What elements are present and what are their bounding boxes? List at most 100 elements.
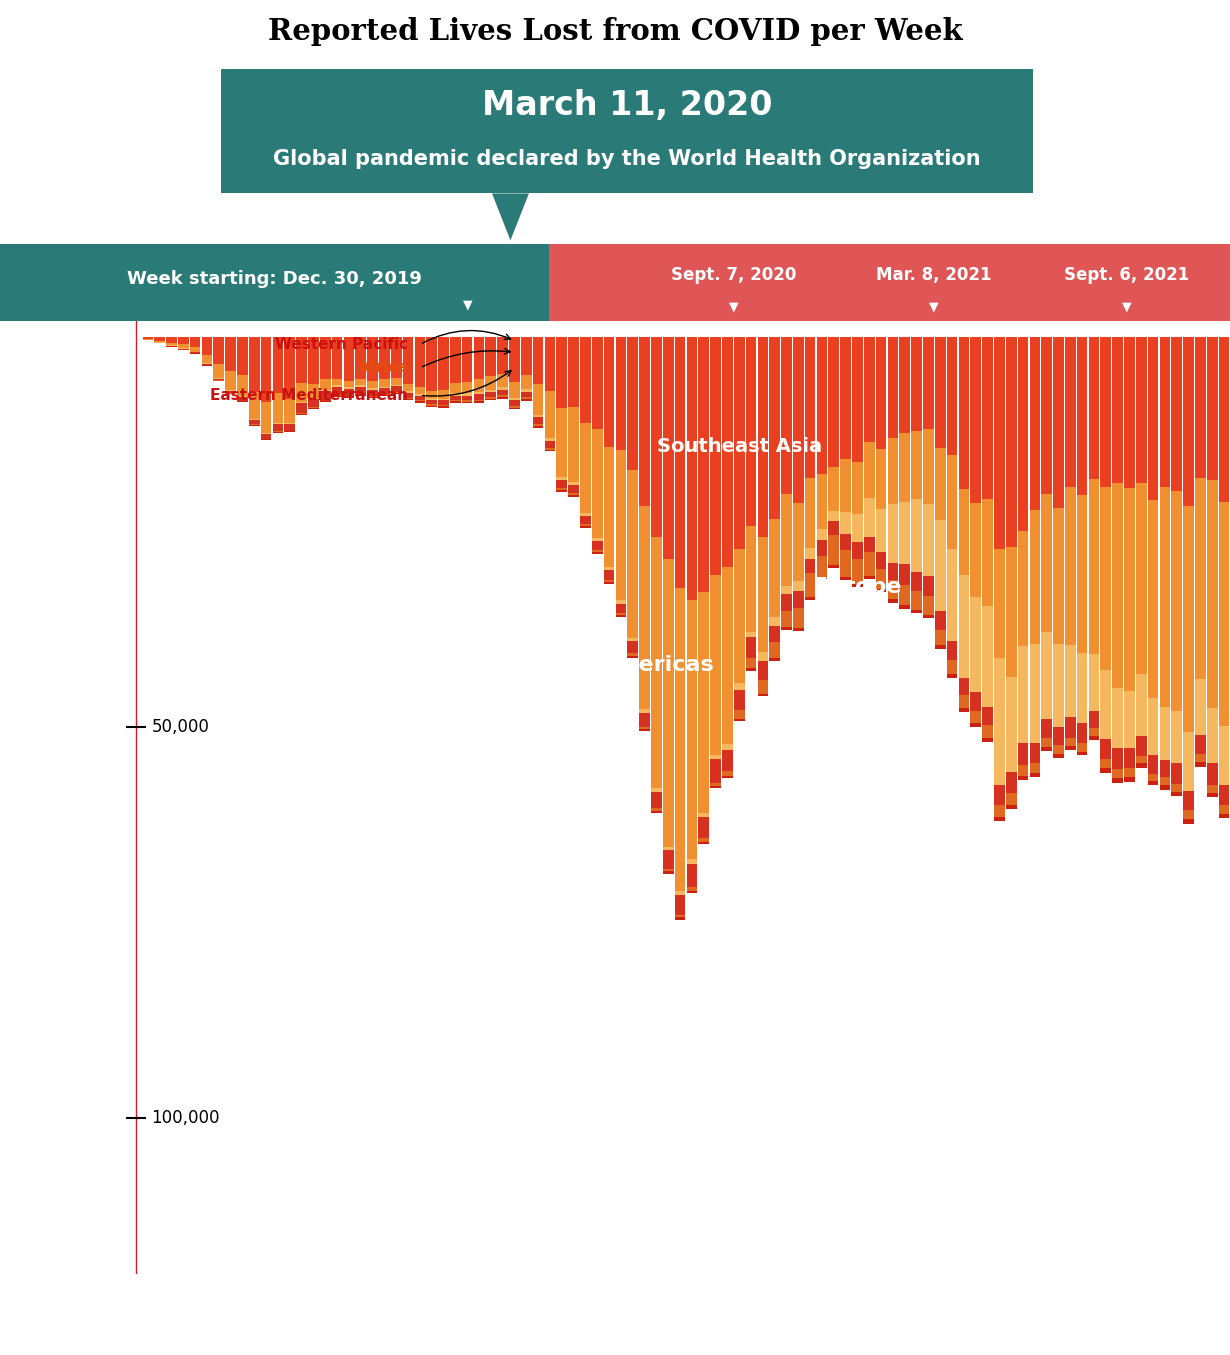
Bar [793,591,803,608]
Bar [1196,734,1205,753]
Bar [284,337,295,398]
Bar [461,402,472,404]
Bar [1101,768,1111,772]
Bar [556,408,567,477]
Bar [545,447,555,450]
Bar [1171,763,1182,783]
Bar [497,374,508,388]
Text: Eastern Mediterranean: Eastern Mediterranean [210,388,408,402]
Bar [486,390,496,392]
Bar [568,408,579,482]
Bar [545,438,555,440]
Bar [935,520,946,611]
Bar [415,401,426,402]
Bar [533,337,544,385]
Bar [817,528,828,539]
Bar [1030,337,1041,509]
Bar [509,337,520,382]
Bar [722,568,733,744]
Bar [1137,484,1146,673]
Bar [1065,488,1076,645]
Text: Sept. 7, 2020: Sept. 7, 2020 [672,266,797,283]
Bar [758,652,769,661]
Bar [734,718,744,721]
Bar [474,392,485,394]
Bar [1076,653,1087,724]
Bar [769,337,780,519]
Bar [888,564,898,580]
Bar [355,388,367,393]
Bar [261,402,272,432]
Bar [202,355,213,363]
Bar [248,420,260,424]
Bar [1160,785,1170,790]
Bar [852,514,862,542]
Bar [699,817,708,839]
Bar [686,863,697,888]
Bar [461,382,472,393]
Bar [804,560,815,573]
Bar [615,600,626,604]
Bar [1124,748,1135,768]
Text: as of Dec. 29, 2021: as of Dec. 29, 2021 [765,1301,975,1321]
Bar [899,565,910,585]
Bar [970,337,982,503]
Bar [888,438,898,504]
Bar [379,386,390,388]
Text: Africa: Africa [358,360,408,375]
Bar [1101,738,1111,759]
Bar [1207,793,1218,797]
Text: ▼: ▼ [729,301,739,313]
Bar [804,337,815,478]
Bar [1112,778,1123,783]
Bar [734,710,744,718]
Bar [840,512,851,534]
Bar [1030,743,1041,763]
Bar [817,577,828,579]
Bar [1196,478,1205,679]
Bar [391,378,401,385]
Bar [935,645,946,649]
Bar [793,608,803,627]
Bar [402,383,413,392]
Bar [1137,756,1146,763]
Bar [888,337,898,438]
Bar [1207,480,1218,709]
Bar [320,379,331,390]
Bar [804,478,815,549]
Bar [1030,763,1041,774]
Bar [368,390,378,396]
Bar [1112,337,1123,484]
Bar [640,726,649,729]
Bar [911,572,922,591]
Bar [1207,337,1218,480]
Bar [1112,688,1123,748]
Bar [284,398,295,423]
Text: Western Pacific: Western Pacific [274,337,408,352]
Bar [214,364,224,378]
Text: 5,412,000 COVID deaths: 5,412,000 COVID deaths [871,1228,1213,1252]
Bar [1006,772,1016,794]
Bar [1171,783,1182,793]
Bar [1089,480,1100,654]
Bar [474,379,485,392]
Bar [899,501,910,565]
Bar [1219,337,1230,501]
Bar [911,431,922,499]
Bar [1065,717,1076,737]
Bar [1006,794,1016,805]
Bar [615,612,626,615]
Bar [1017,646,1028,743]
Bar [450,401,461,402]
Bar [852,462,862,514]
Bar [1207,763,1218,785]
Bar [663,558,674,847]
Bar [710,575,721,755]
Text: March 11, 2020: March 11, 2020 [482,88,772,122]
Bar [486,337,496,377]
Bar [863,337,875,442]
Bar [1053,644,1064,728]
Bar [343,381,354,388]
Bar [817,474,828,528]
Bar [1171,491,1182,711]
